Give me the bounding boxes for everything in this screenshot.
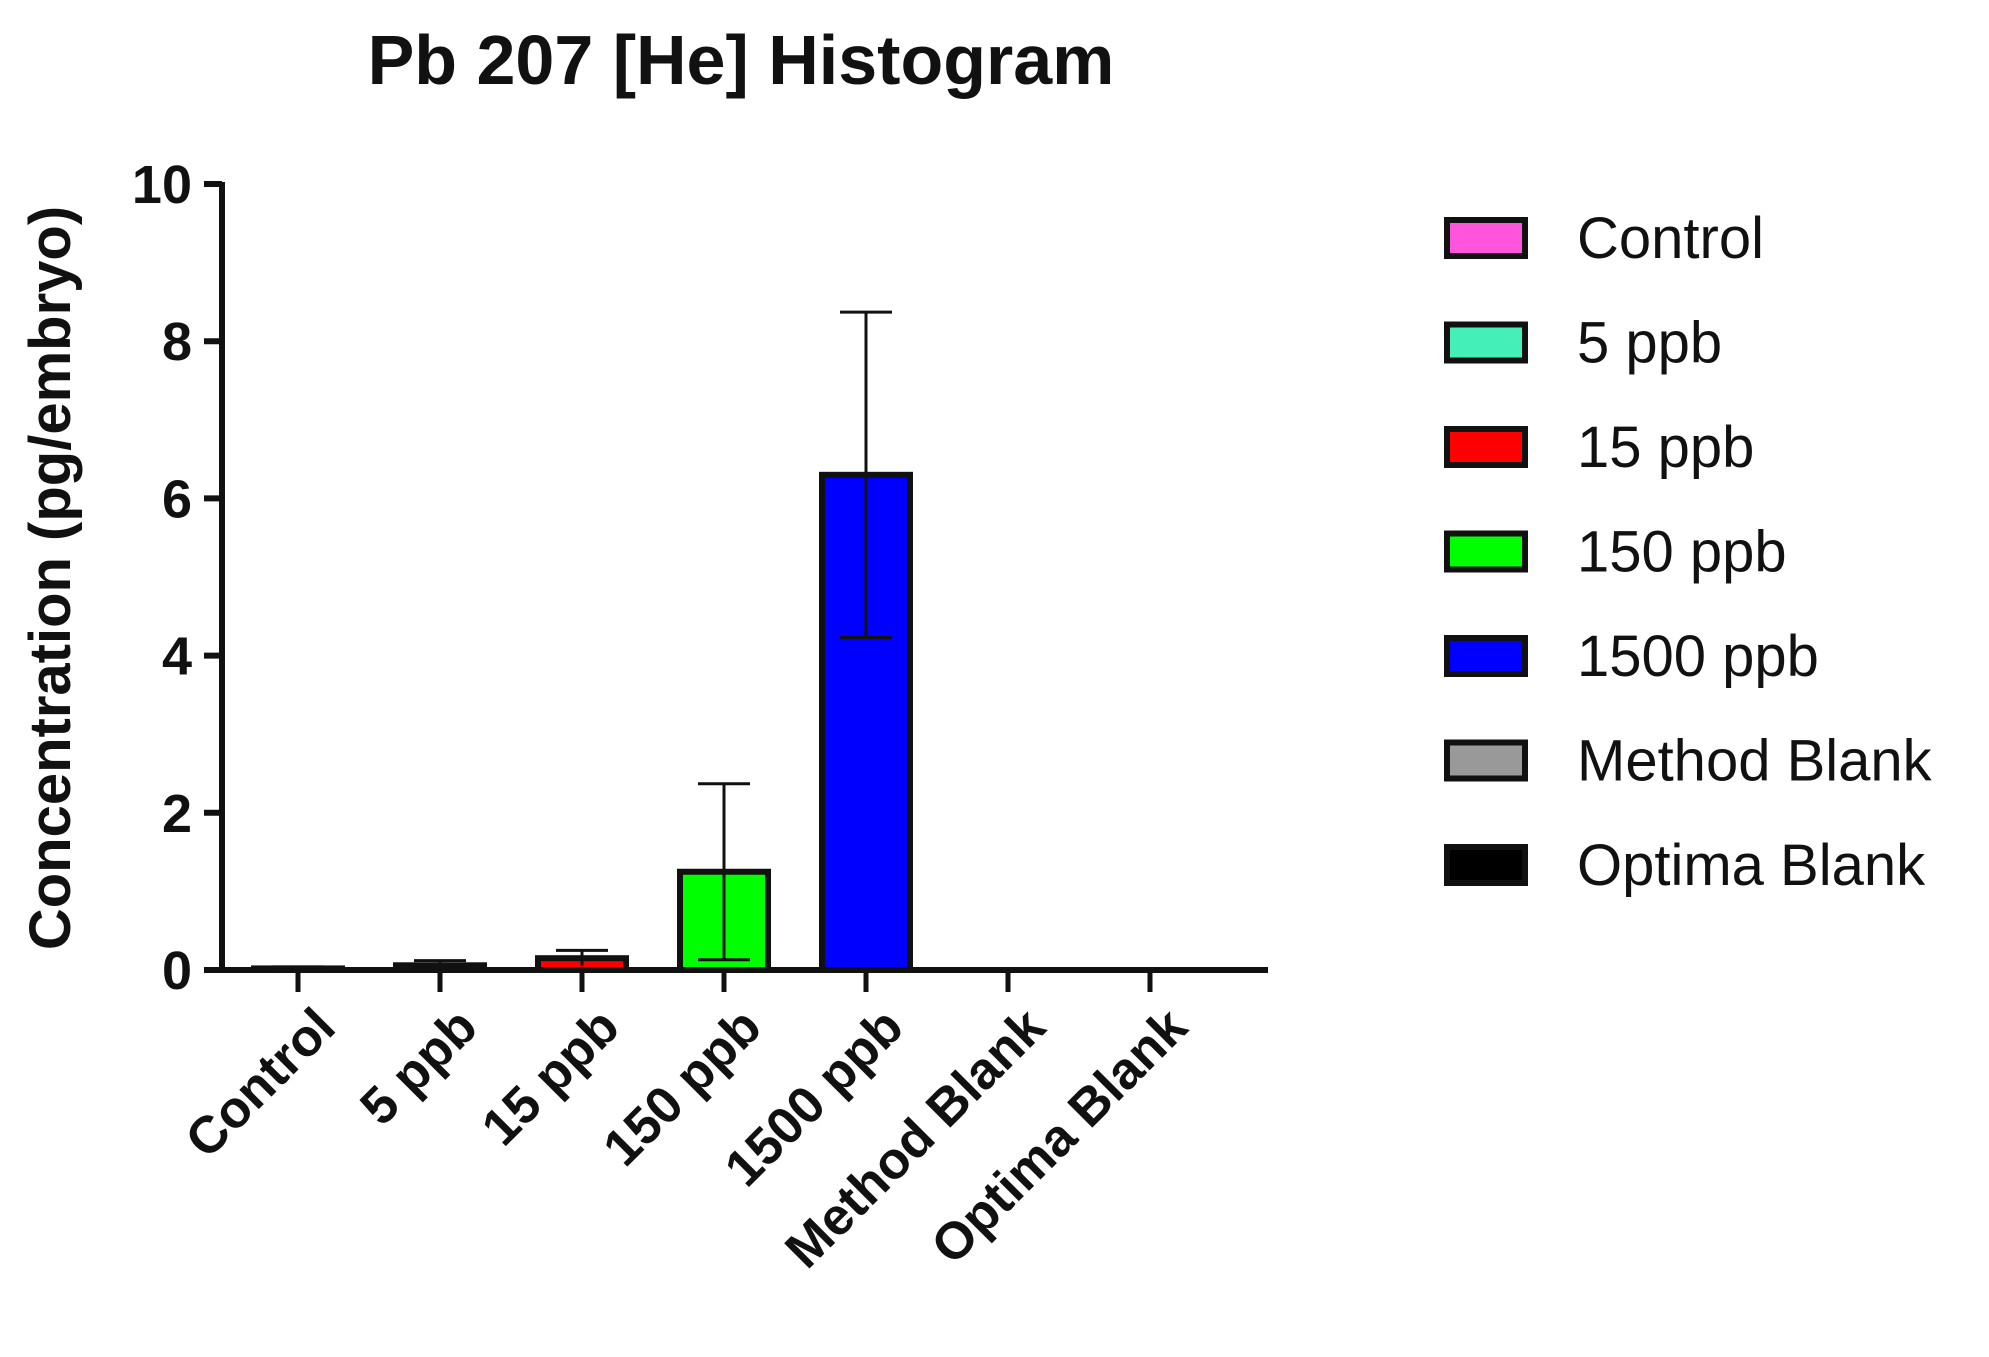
y-tick-label: 6: [162, 469, 192, 529]
legend-swatch: [1444, 530, 1528, 573]
y-tick-label: 2: [162, 784, 192, 844]
legend-label: 5 ppb: [1577, 311, 1722, 376]
y-ticks: 0 2 4 6 8 10: [132, 155, 222, 1001]
y-tick-label: 8: [162, 312, 192, 372]
legend-swatch: [1444, 217, 1528, 259]
legend-label: Method Blank: [1577, 729, 1933, 794]
legend-label: 1500 ppb: [1577, 624, 1819, 689]
x-category-label: 5 ppb: [349, 997, 488, 1136]
legend-label: Control: [1577, 206, 1764, 271]
legend-label: 150 ppb: [1577, 520, 1787, 585]
legend-swatch: [1444, 635, 1528, 677]
legend-swatch: [1444, 426, 1528, 468]
bars: [251, 471, 913, 974]
legend-label: Optima Blank: [1577, 833, 1926, 898]
y-tick-label: 10: [132, 155, 192, 215]
legend: Control 5 ppb 15 ppb 150 ppb 1500 ppb Method …: [1444, 206, 1933, 898]
error-bars: [272, 310, 892, 970]
y-tick-label: 4: [162, 627, 192, 687]
legend-swatch: [1444, 844, 1528, 886]
x-category-label: Optima Blank: [920, 997, 1198, 1275]
legend-swatch: [1444, 739, 1528, 782]
y-axis-title: Concentration (pg/embryo): [18, 206, 83, 950]
chart-title: Pb 207 [He] Histogram: [368, 21, 1115, 99]
x-category-label: Method Blank: [774, 997, 1056, 1279]
legend-label: 15 ppb: [1577, 415, 1754, 480]
y-tick-label: 0: [162, 941, 192, 1001]
x-category-label: Control: [175, 997, 347, 1169]
legend-swatch: [1444, 321, 1528, 364]
